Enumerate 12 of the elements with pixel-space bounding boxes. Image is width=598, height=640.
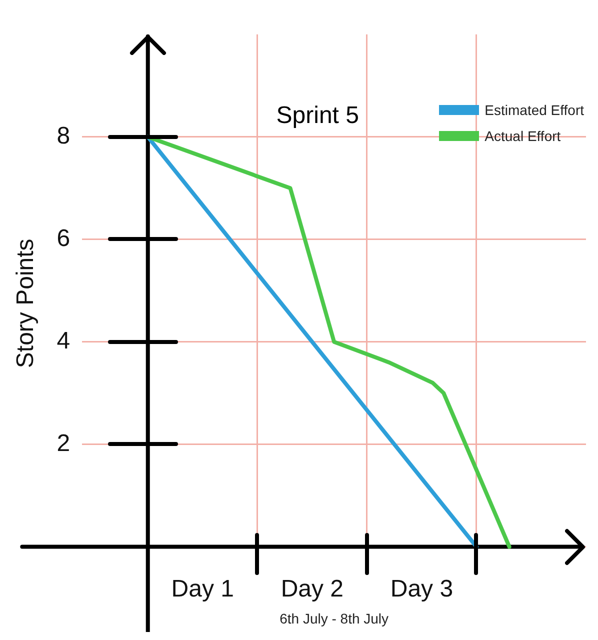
y-tick-label: 4 <box>56 327 70 354</box>
y-tick-label: 6 <box>56 224 70 252</box>
y-axis-title: Story Points <box>12 238 40 368</box>
x-axis-title: 6th July - 8th July <box>280 610 389 626</box>
y-tick-label: 2 <box>56 430 70 457</box>
y-tick-label: 8 <box>56 122 70 150</box>
x-tick-label: Day 3 <box>390 575 454 602</box>
legend-label: Estimated Effort <box>484 102 584 118</box>
x-tick-label: Day 1 <box>171 575 234 602</box>
legend-label: Actual Effort <box>484 128 561 144</box>
text: Sprint 5 <box>276 102 360 130</box>
x-tick-label: Day 2 <box>280 575 344 602</box>
